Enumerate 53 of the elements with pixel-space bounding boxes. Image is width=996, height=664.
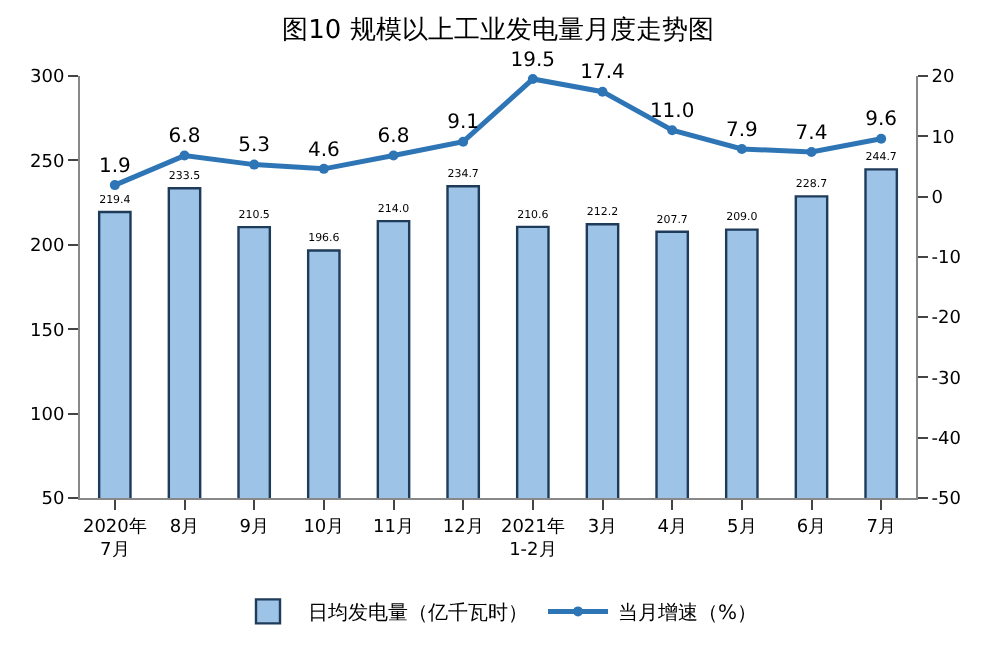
data-label: 1.9 — [98, 155, 131, 178]
point — [179, 150, 190, 161]
x-tick-label: 5月 — [727, 517, 757, 538]
point — [876, 133, 887, 144]
data-label: 5.3 — [238, 135, 271, 158]
y2-tick-label: -30 — [931, 369, 962, 390]
legend-label: 日均发电量（亿千瓦时） — [308, 601, 528, 626]
point — [806, 146, 817, 157]
point — [597, 86, 608, 97]
y-tick-label: 100 — [30, 405, 65, 426]
x-tick-label: 12月 — [442, 517, 484, 538]
x-tick-label: 3月 — [587, 517, 618, 538]
x-tick-label: 8月 — [169, 517, 200, 538]
point — [388, 150, 399, 161]
data-label: 6.8 — [377, 126, 410, 149]
y2-tick-label: 20 — [931, 68, 956, 89]
data-label: 17.4 — [580, 62, 625, 85]
point — [667, 125, 678, 136]
data-label: 9.1 — [447, 112, 480, 135]
x-tick-label: 7月 — [866, 517, 896, 538]
y-tick-label: 300 — [30, 68, 65, 89]
data-label: 7.9 — [725, 119, 758, 142]
data-label: 11.0 — [649, 101, 695, 124]
y-tick-label: 50 — [41, 490, 65, 511]
y2-tick-label: -50 — [931, 490, 962, 511]
point — [318, 163, 329, 174]
y2-tick-label: 0 — [931, 188, 944, 209]
y2-tick-label: -10 — [931, 249, 962, 270]
chart-title: 图10 规模以上工业发电量月度走势图 — [282, 14, 714, 47]
x-tick-label: 2020年 7月 — [82, 515, 147, 561]
x-tick-label: 9月 — [239, 517, 269, 538]
data-label: 4.6 — [307, 139, 340, 162]
x-tick-label: 4月 — [657, 517, 687, 538]
point — [249, 159, 260, 170]
point — [527, 74, 538, 85]
legend-label: 当月增速（%） — [618, 601, 758, 626]
y2-tick-label: -20 — [931, 309, 962, 330]
y2-tick-label: 10 — [931, 128, 956, 149]
data-label: 6.8 — [168, 126, 201, 149]
point — [736, 143, 747, 154]
point — [458, 136, 469, 147]
x-tick-label: 6月 — [796, 517, 827, 538]
x-tick-label: 2021年 1-2月 — [500, 515, 565, 561]
y-tick-label: 150 — [30, 321, 65, 342]
data-label: 7.4 — [795, 122, 828, 145]
data-label: 19.5 — [510, 49, 556, 72]
y-tick-label: 250 — [30, 152, 65, 173]
y-tick-label: 200 — [30, 237, 65, 258]
data-label: 9.6 — [865, 109, 898, 132]
x-tick-label: 10月 — [303, 517, 345, 538]
x-tick-label: 11月 — [373, 517, 414, 538]
point — [109, 180, 120, 191]
y2-tick-label: -40 — [931, 430, 962, 451]
